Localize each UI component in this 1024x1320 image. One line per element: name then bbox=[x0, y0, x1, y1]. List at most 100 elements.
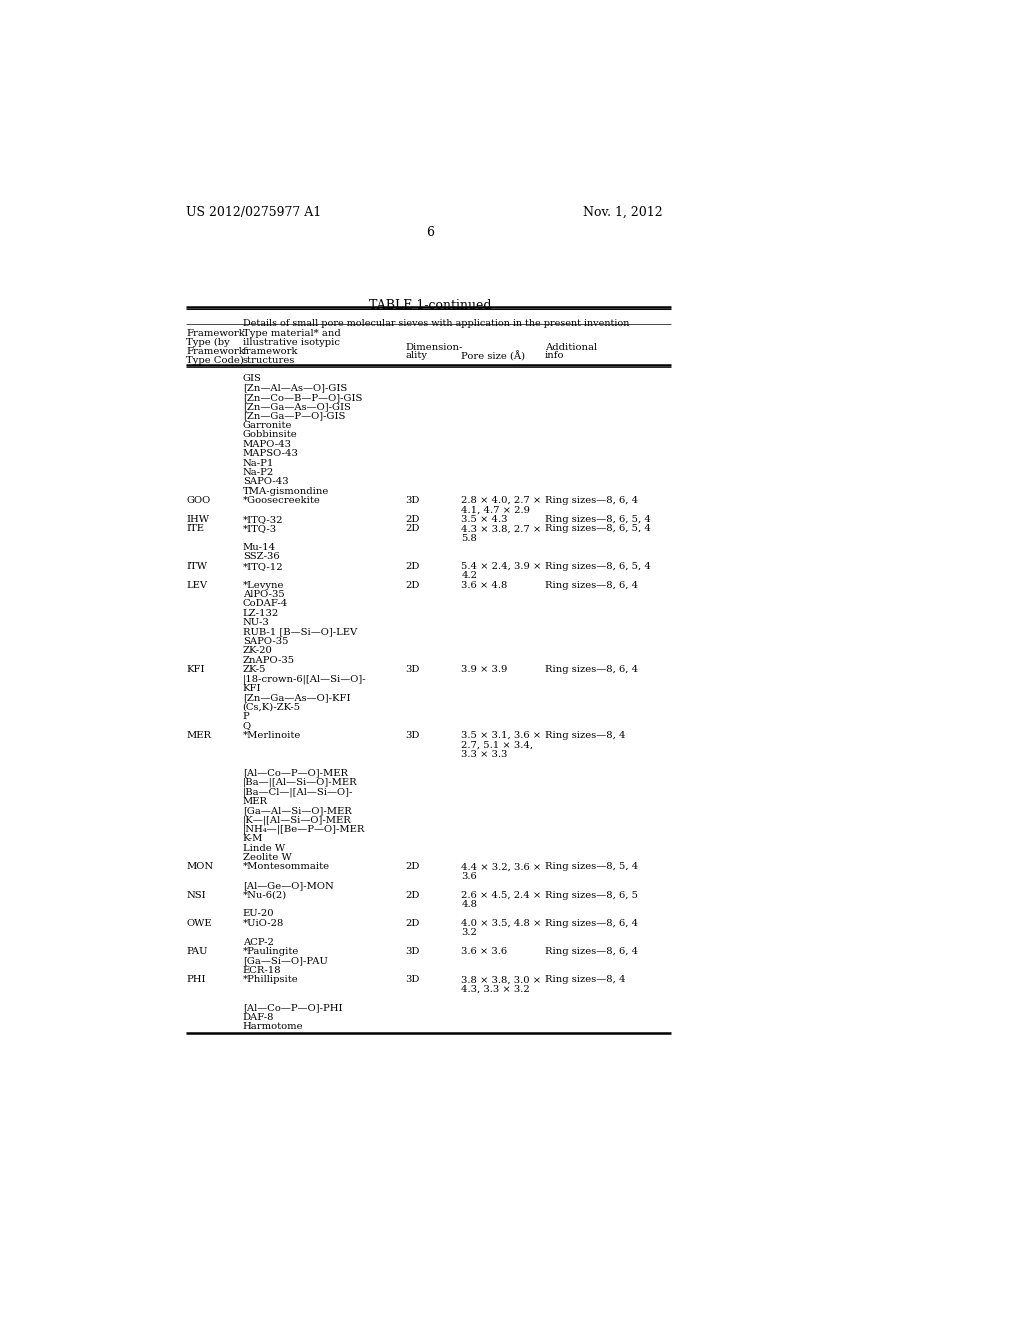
Text: AlPO-35: AlPO-35 bbox=[243, 590, 285, 599]
Text: ZnAPO-35: ZnAPO-35 bbox=[243, 656, 295, 665]
Text: 4.1, 4.7 × 2.9: 4.1, 4.7 × 2.9 bbox=[461, 506, 530, 515]
Text: Details of small pore molecular sieves with application in the present invention: Details of small pore molecular sieves w… bbox=[243, 318, 629, 327]
Text: 3.5 × 3.1, 3.6 ×: 3.5 × 3.1, 3.6 × bbox=[461, 731, 542, 741]
Text: structures: structures bbox=[243, 356, 295, 364]
Text: DAF-8: DAF-8 bbox=[243, 1012, 274, 1022]
Text: KFI: KFI bbox=[186, 665, 205, 675]
Text: *Goosecreekite: *Goosecreekite bbox=[243, 496, 321, 506]
Text: PHI: PHI bbox=[186, 975, 206, 985]
Text: 3.6 × 3.6: 3.6 × 3.6 bbox=[461, 946, 507, 956]
Text: Ring sizes—8, 6, 5, 4: Ring sizes—8, 6, 5, 4 bbox=[545, 562, 651, 570]
Text: SAPO-35: SAPO-35 bbox=[243, 638, 288, 645]
Text: |18-crown-6|[Al—Si—O]-: |18-crown-6|[Al—Si—O]- bbox=[243, 675, 367, 684]
Text: Ring sizes—8, 6, 4: Ring sizes—8, 6, 4 bbox=[545, 496, 638, 506]
Text: Type material* and: Type material* and bbox=[243, 330, 340, 338]
Text: Type Code): Type Code) bbox=[186, 356, 244, 366]
Text: MAPO-43: MAPO-43 bbox=[243, 440, 292, 449]
Text: SSZ-36: SSZ-36 bbox=[243, 553, 280, 561]
Text: (Cs,K)-ZK-5: (Cs,K)-ZK-5 bbox=[243, 702, 301, 711]
Text: info: info bbox=[545, 351, 564, 360]
Text: 2D: 2D bbox=[406, 524, 420, 533]
Text: KFI: KFI bbox=[243, 684, 261, 693]
Text: 4.8: 4.8 bbox=[461, 900, 477, 909]
Text: 3D: 3D bbox=[406, 496, 420, 506]
Text: ZK-5: ZK-5 bbox=[243, 665, 266, 675]
Text: 4.0 × 3.5, 4.8 ×: 4.0 × 3.5, 4.8 × bbox=[461, 919, 542, 928]
Text: Ring sizes—8, 6, 5: Ring sizes—8, 6, 5 bbox=[545, 891, 638, 900]
Text: NU-3: NU-3 bbox=[243, 618, 269, 627]
Text: P: P bbox=[243, 713, 250, 721]
Text: ZK-20: ZK-20 bbox=[243, 647, 272, 656]
Text: GOO: GOO bbox=[186, 496, 210, 506]
Text: Ring sizes—8, 6, 4: Ring sizes—8, 6, 4 bbox=[545, 946, 638, 956]
Text: EU-20: EU-20 bbox=[243, 909, 274, 919]
Text: ITE: ITE bbox=[186, 524, 204, 533]
Text: Mu-14: Mu-14 bbox=[243, 543, 275, 552]
Text: 3.6: 3.6 bbox=[461, 873, 477, 880]
Text: Ring sizes—8, 6, 4: Ring sizes—8, 6, 4 bbox=[545, 581, 638, 590]
Text: 4.3, 3.3 × 3.2: 4.3, 3.3 × 3.2 bbox=[461, 985, 530, 994]
Text: [Zn—Al—As—O]-GIS: [Zn—Al—As—O]-GIS bbox=[243, 383, 347, 392]
Text: Ring sizes—8, 4: Ring sizes—8, 4 bbox=[545, 731, 626, 741]
Text: Linde W: Linde W bbox=[243, 843, 285, 853]
Text: Zeolite W: Zeolite W bbox=[243, 853, 292, 862]
Text: 3D: 3D bbox=[406, 946, 420, 956]
Text: 2.6 × 4.5, 2.4 ×: 2.6 × 4.5, 2.4 × bbox=[461, 891, 542, 900]
Text: ality: ality bbox=[406, 351, 427, 360]
Text: MER: MER bbox=[186, 731, 211, 741]
Text: US 2012/0275977 A1: US 2012/0275977 A1 bbox=[186, 206, 322, 219]
Text: 5.8: 5.8 bbox=[461, 533, 477, 543]
Text: 2D: 2D bbox=[406, 891, 420, 900]
Text: LEV: LEV bbox=[186, 581, 207, 590]
Text: Pore size (Å): Pore size (Å) bbox=[461, 351, 525, 362]
Text: Garronite: Garronite bbox=[243, 421, 292, 430]
Text: Ring sizes—8, 6, 4: Ring sizes—8, 6, 4 bbox=[545, 665, 638, 675]
Text: OWE: OWE bbox=[186, 919, 212, 928]
Text: SAPO-43: SAPO-43 bbox=[243, 478, 289, 486]
Text: Type (by: Type (by bbox=[186, 338, 229, 347]
Text: *Montesommaite: *Montesommaite bbox=[243, 862, 330, 871]
Text: 3D: 3D bbox=[406, 975, 420, 985]
Text: *UiO-28: *UiO-28 bbox=[243, 919, 284, 928]
Text: K-M: K-M bbox=[243, 834, 263, 843]
Text: [Zn—Co—B—P—O]-GIS: [Zn—Co—B—P—O]-GIS bbox=[243, 393, 362, 401]
Text: *Phillipsite: *Phillipsite bbox=[243, 975, 298, 985]
Text: |NH₄—|[Be—P—O]-MER: |NH₄—|[Be—P—O]-MER bbox=[243, 825, 366, 834]
Text: Ring sizes—8, 6, 5, 4: Ring sizes—8, 6, 5, 4 bbox=[545, 524, 651, 533]
Text: 3.8 × 3.8, 3.0 ×: 3.8 × 3.8, 3.0 × bbox=[461, 975, 542, 985]
Text: Ring sizes—8, 6, 4: Ring sizes—8, 6, 4 bbox=[545, 919, 638, 928]
Text: PAU: PAU bbox=[186, 946, 208, 956]
Text: 3.2: 3.2 bbox=[461, 928, 477, 937]
Text: |Ba—|[Al—Si—O]-MER: |Ba—|[Al—Si—O]-MER bbox=[243, 777, 357, 788]
Text: [Ga—Si—O]-PAU: [Ga—Si—O]-PAU bbox=[243, 957, 328, 965]
Text: Q: Q bbox=[243, 722, 251, 730]
Text: MER: MER bbox=[243, 797, 267, 805]
Text: LZ-132: LZ-132 bbox=[243, 609, 279, 618]
Text: Na-P2: Na-P2 bbox=[243, 469, 274, 477]
Text: 4.3 × 3.8, 2.7 ×: 4.3 × 3.8, 2.7 × bbox=[461, 524, 542, 533]
Text: Harmotome: Harmotome bbox=[243, 1022, 303, 1031]
Text: 3D: 3D bbox=[406, 665, 420, 675]
Text: 3.6 × 4.8: 3.6 × 4.8 bbox=[461, 581, 508, 590]
Text: Nov. 1, 2012: Nov. 1, 2012 bbox=[583, 206, 663, 219]
Text: |Ba—Cl—|[Al—Si—O]-: |Ba—Cl—|[Al—Si—O]- bbox=[243, 787, 353, 797]
Text: 5.4 × 2.4, 3.9 ×: 5.4 × 2.4, 3.9 × bbox=[461, 562, 542, 570]
Text: NSI: NSI bbox=[186, 891, 206, 900]
Text: CoDAF-4: CoDAF-4 bbox=[243, 599, 288, 609]
Text: *Merlinoite: *Merlinoite bbox=[243, 731, 301, 741]
Text: framework: framework bbox=[243, 347, 298, 356]
Text: 2.8 × 4.0, 2.7 ×: 2.8 × 4.0, 2.7 × bbox=[461, 496, 542, 506]
Text: 2D: 2D bbox=[406, 919, 420, 928]
Text: 6: 6 bbox=[426, 226, 434, 239]
Text: RUB-1 [B—Si—O]-LEV: RUB-1 [B—Si—O]-LEV bbox=[243, 627, 357, 636]
Text: 2D: 2D bbox=[406, 581, 420, 590]
Text: 3D: 3D bbox=[406, 731, 420, 741]
Text: [Ga—Al—Si—O]-MER: [Ga—Al—Si—O]-MER bbox=[243, 807, 351, 816]
Text: 3.5 × 4.3: 3.5 × 4.3 bbox=[461, 515, 508, 524]
Text: illustrative isotypic: illustrative isotypic bbox=[243, 338, 340, 347]
Text: MON: MON bbox=[186, 862, 213, 871]
Text: Dimension-: Dimension- bbox=[406, 343, 463, 351]
Text: [Al—Ge—O]-MON: [Al—Ge—O]-MON bbox=[243, 882, 334, 890]
Text: ACP-2: ACP-2 bbox=[243, 937, 273, 946]
Text: 3.9 × 3.9: 3.9 × 3.9 bbox=[461, 665, 508, 675]
